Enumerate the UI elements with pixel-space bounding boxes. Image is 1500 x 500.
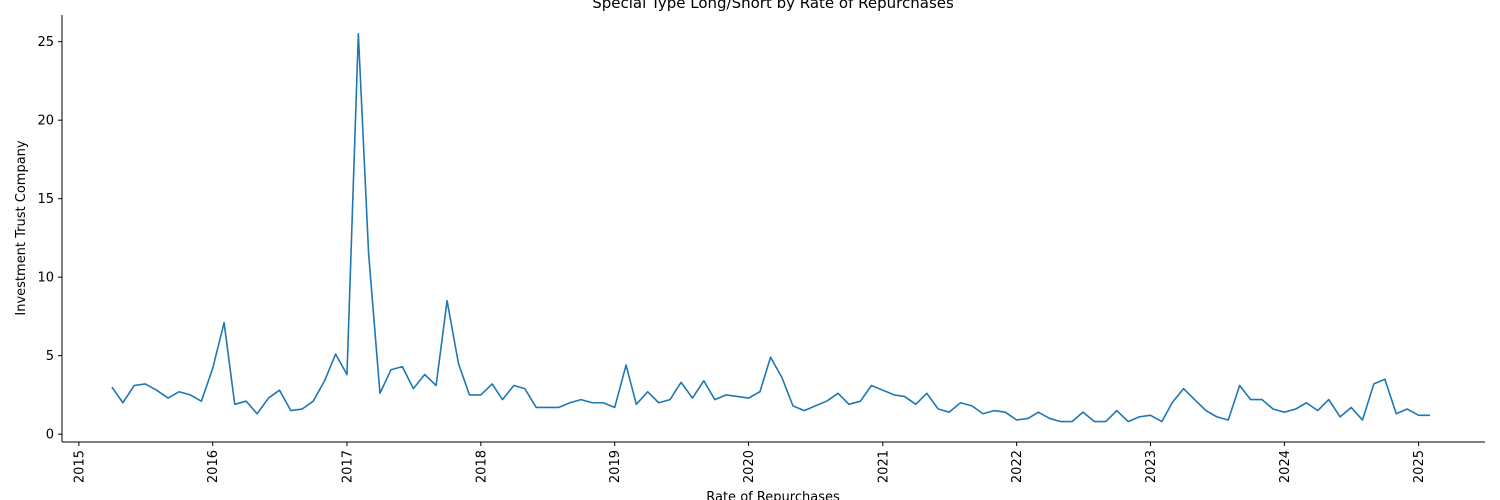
x-axis-label: Rate of Repurchases <box>706 490 840 500</box>
x-tick-label: 2019 <box>608 450 623 483</box>
x-tick-label: 2022 <box>1010 450 1025 483</box>
x-tick-label: 2024 <box>1278 450 1293 483</box>
series-line <box>111 33 1430 423</box>
y-tick-label: 20 <box>37 114 54 129</box>
chart-title: Special Type Long/Short by Rate of Repur… <box>592 0 954 12</box>
x-tick-label: 2023 <box>1144 450 1159 483</box>
x-tick-label: 2018 <box>474 450 489 483</box>
y-axis-ticks: 0 5 10 15 20 25 <box>37 35 62 443</box>
x-tick-label: 2020 <box>742 450 757 483</box>
y-tick-label: 15 <box>37 192 54 207</box>
x-axis-ticks: 2015 2016 2017 2018 2019 2020 2021 2022 2023 2024… <box>72 442 1427 483</box>
y-tick-label: 0 <box>46 428 54 443</box>
x-tick-label: 2016 <box>206 450 221 483</box>
x-tick-label: 2017 <box>340 450 355 483</box>
y-tick-label: 10 <box>37 271 54 286</box>
x-tick-label: 2025 <box>1412 450 1427 483</box>
y-axis-label: Investment Trust Company <box>14 140 29 316</box>
x-tick-label: 2015 <box>72 450 87 483</box>
y-tick-label: 25 <box>37 35 54 50</box>
x-tick-label: 2021 <box>876 450 891 483</box>
y-tick-label: 5 <box>46 349 54 364</box>
